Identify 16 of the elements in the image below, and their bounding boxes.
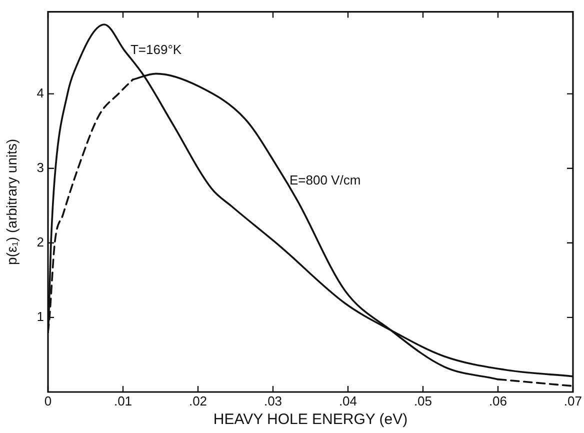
x-tick-label: .02 (188, 393, 208, 408)
x-tick-label: .04 (338, 393, 358, 408)
y-tick-label: 3 (36, 160, 44, 175)
x-axis-title: HEAVY HOLE ENERGY (eV) (213, 411, 408, 428)
x-tick-label: .06 (488, 393, 508, 408)
y-tick-label: 4 (36, 85, 44, 100)
x-tick-label: .01 (114, 393, 132, 408)
x-tick-label: 0 (44, 393, 52, 408)
x-tick-label: .03 (264, 393, 282, 408)
y-tick-label: 2 (36, 234, 44, 250)
x-tick-label: .07 (564, 393, 582, 408)
y-axis-title: p(ε₁) (arbitrary units) (3, 138, 20, 265)
y-tick-label: 1 (36, 309, 44, 324)
annotation: E=800 V/cm (289, 172, 361, 188)
annotation: T=169°K (130, 42, 182, 58)
x-tick-label: .05 (414, 393, 432, 408)
